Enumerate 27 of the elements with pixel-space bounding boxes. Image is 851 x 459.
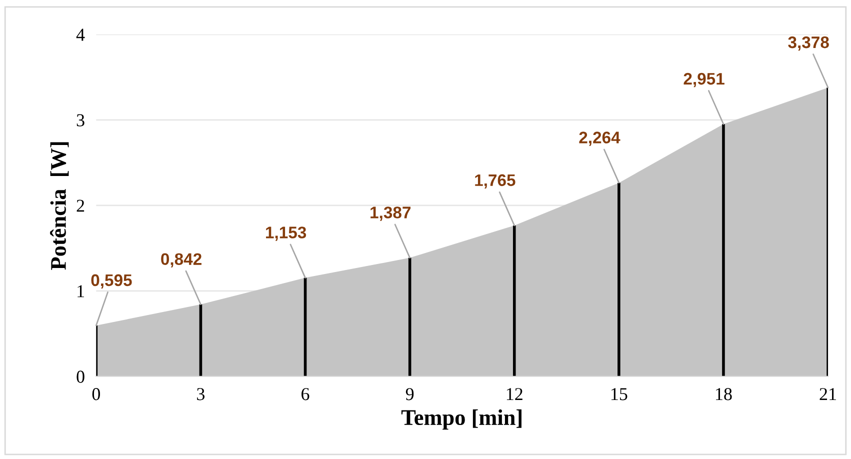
y-axis-title: Potência [W] [50,142,69,270]
x-tick-label: 18 [716,388,732,400]
y-tick-label: 3 [76,114,84,126]
y-tick-label: 4 [76,28,85,41]
data-label: 3,378 [788,36,829,51]
bar [826,88,828,376]
bar [618,182,620,376]
x-tick-label: 6 [302,388,310,400]
y-tick-label: 2 [76,200,84,212]
x-tick-label: 3 [197,388,205,400]
data-label: 2,951 [684,72,724,88]
data-label: 2,264 [579,132,620,146]
x-tick-label: 12 [506,388,522,400]
data-label: 1,153 [266,226,306,241]
data-label: 1,765 [475,174,516,189]
y-tick-label: 0 [76,370,84,383]
data-label: 1,387 [370,206,410,221]
x-tick-label: 21 [820,388,836,400]
data-label: 0,595 [91,274,132,289]
x-axis-title: Tempo [min] [401,409,522,430]
bar [722,124,725,376]
y-tick-label: 1 [78,285,84,298]
data-label: 0,842 [161,253,202,268]
bar [512,225,516,376]
x-tick-label: 0 [92,388,100,400]
x-tick-label: 15 [611,388,628,400]
x-tick-label: 9 [406,388,414,400]
